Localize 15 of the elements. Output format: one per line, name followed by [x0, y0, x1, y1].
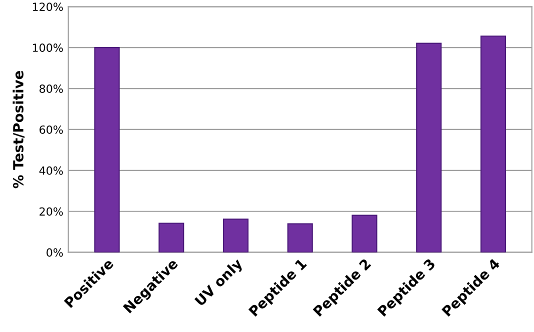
bar [158, 222, 184, 252]
bar [94, 47, 120, 252]
y-tick-label: 60% [40, 125, 63, 134]
y-tick-label: 100% [32, 44, 63, 52]
y-tick-label: 40% [39, 166, 63, 175]
y-tick-label: 20% [40, 207, 63, 216]
bar [480, 36, 506, 252]
bar [287, 223, 313, 252]
bar [222, 218, 249, 252]
y-tick-label: 0% [46, 248, 63, 257]
bar [416, 42, 442, 252]
y-tick-label: 120% [32, 2, 63, 12]
bar [352, 214, 378, 252]
y-tick-label: 80% [40, 84, 63, 93]
y-axis-title: % Test/Positive [12, 70, 25, 188]
